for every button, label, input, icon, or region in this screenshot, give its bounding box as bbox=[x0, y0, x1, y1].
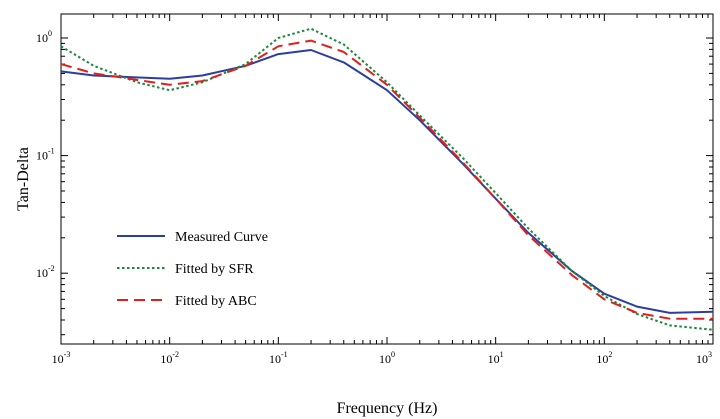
series-line-2 bbox=[60, 27, 714, 331]
x-tick-label: 10-1 bbox=[269, 350, 288, 366]
legend-label-1: Measured Curve bbox=[175, 230, 268, 245]
x-tick-label: 10-2 bbox=[160, 350, 179, 366]
series-line-1 bbox=[60, 49, 714, 314]
tick-labels: 10-3 10-2 10-1 100 101 102 103 100 10-1 10-2 bbox=[36, 29, 712, 366]
y-tick-label: 10-2 bbox=[36, 264, 55, 280]
x-tick-label: 101 bbox=[488, 350, 504, 366]
x-tick-label: 103 bbox=[696, 350, 712, 366]
series-line-3 bbox=[60, 39, 713, 320]
series-lines bbox=[60, 27, 714, 331]
plot-frame bbox=[60, 13, 714, 345]
axis-ticks bbox=[60, 14, 714, 344]
legend-label-2: Fitted by SFR bbox=[175, 262, 254, 277]
y-axis-title: Tan-Delta bbox=[15, 147, 32, 211]
y-tick-label: 10-1 bbox=[36, 147, 55, 163]
y-tick-label: 100 bbox=[36, 29, 52, 45]
legend-label-3: Fitted by ABC bbox=[175, 294, 257, 309]
x-axis-title: Frequency (Hz) bbox=[337, 400, 438, 417]
legend: Measured Curve Fitted by SFR Fitted by ABC bbox=[117, 230, 268, 309]
x-tick-label: 102 bbox=[596, 350, 612, 366]
x-tick-label: 100 bbox=[379, 350, 395, 366]
x-tick-label: 10-3 bbox=[52, 350, 71, 366]
